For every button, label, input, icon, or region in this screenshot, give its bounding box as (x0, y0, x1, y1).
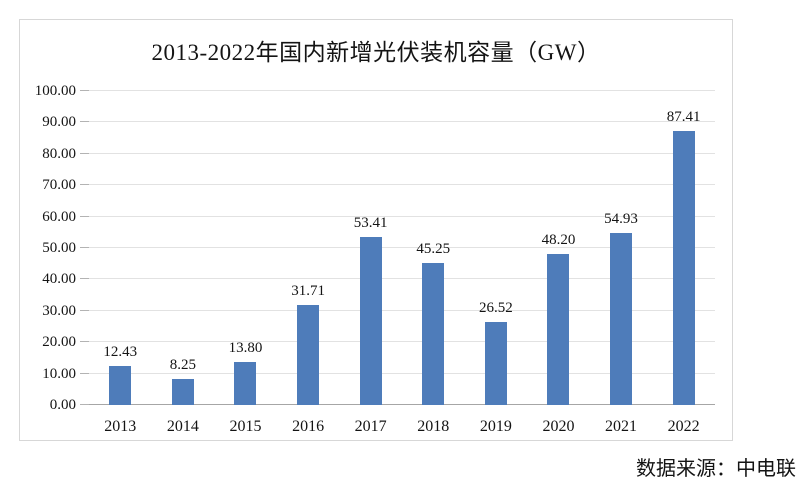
y-tick-label: 100.00 (34, 83, 76, 99)
bar-value-label: 48.20 (541, 231, 576, 248)
y-tick-label: 60.00 (42, 208, 76, 225)
bar-column: 45.25 (402, 91, 465, 405)
bar (547, 253, 570, 405)
chart-title: 2013-2022年国内新增光伏装机容量（GW） (151, 40, 601, 65)
x-tick-label: 2020 (542, 418, 575, 435)
x-axis-line (89, 404, 715, 405)
x-tick-label: 2022 (667, 418, 700, 435)
bar-column: 13.80 (214, 91, 277, 405)
gridline (89, 372, 715, 374)
bar-value-label: 53.41 (353, 215, 388, 232)
y-tick-mark (80, 152, 89, 154)
y-tick-label: 50.00 (42, 240, 76, 256)
bar (672, 130, 695, 405)
x-tick-label: 2014 (166, 418, 199, 435)
bar-column: 87.41 (652, 91, 715, 405)
bar (109, 365, 132, 405)
gridline (89, 247, 715, 248)
y-tick-label: 70.00 (42, 177, 76, 194)
bar-column: 31.71 (277, 91, 340, 405)
gridline (89, 215, 715, 217)
y-tick-label: 90.00 (42, 114, 76, 131)
y-tick-mark (80, 121, 89, 123)
bar-value-label: 45.25 (416, 240, 451, 257)
x-tick-label: 2019 (479, 418, 512, 435)
bar (484, 321, 507, 405)
bars-container: 12.43 8.25 13.80 31.71 53.41 45.25 26.52 48.20 5… (89, 91, 715, 405)
bar-column: 53.41 (339, 91, 402, 405)
bar-value-label: 12.43 (103, 343, 138, 360)
gridline (89, 309, 715, 311)
y-tick-label: 0.00 (49, 397, 76, 413)
bar (359, 237, 382, 405)
gridline (89, 152, 715, 154)
x-tick-label: 2018 (417, 418, 450, 435)
bar-column: 8.25 (152, 91, 215, 405)
bar-value-label: 8.25 (169, 357, 197, 374)
bar (297, 305, 320, 405)
gridline (89, 341, 715, 343)
x-tick-label: 2016 (292, 418, 325, 435)
bar-value-label: 87.41 (666, 108, 701, 125)
bar-value-label: 13.80 (228, 339, 263, 356)
bar-value-label: 54.93 (604, 210, 638, 227)
y-tick-mark (80, 184, 89, 186)
x-tick-label: 2013 (104, 418, 137, 435)
y-tick-mark (80, 90, 89, 91)
y-tick-label: 80.00 (42, 145, 76, 162)
y-tick-mark (80, 247, 89, 248)
bar-column: 26.52 (465, 91, 528, 405)
bar-column: 48.20 (527, 91, 590, 405)
bar (422, 262, 445, 405)
y-tick-label: 30.00 (42, 302, 76, 319)
y-tick-label: 10.00 (42, 365, 76, 382)
y-tick-mark (80, 372, 89, 374)
y-axis: 0.00 10.00 20.00 30.00 40.00 50.00 60.00 70.00 8… (20, 83, 89, 413)
bar (610, 232, 633, 405)
plot-area: 12.43 8.25 13.80 31.71 53.41 45.25 26.52 48.20 5… (80, 90, 715, 405)
bar-value-label: 26.52 (478, 299, 513, 316)
gridline (89, 90, 715, 91)
gridline (89, 121, 715, 123)
x-tick-label: 2017 (354, 418, 387, 435)
y-tick-mark (80, 341, 89, 343)
source-note: 数据来源：中电联 (636, 458, 796, 480)
y-tick-mark (80, 309, 89, 311)
gridline (89, 184, 715, 186)
x-axis: 2013 2014 2015 2016 2017 2018 2019 2020 2021 2022 (89, 406, 715, 436)
x-tick-label: 2015 (229, 418, 262, 435)
bar-column: 54.93 (590, 91, 653, 405)
chart-frame: 2013-2022年国内新增光伏装机容量（GW） 0.00 10.00 20.00 3… (19, 19, 733, 441)
bar-value-label: 31.71 (291, 283, 325, 300)
gridline (89, 278, 715, 280)
bar (234, 361, 257, 405)
y-tick-label: 40.00 (42, 271, 76, 288)
bar (171, 379, 194, 405)
y-tick-mark (80, 215, 89, 217)
bar-column: 12.43 (89, 91, 152, 405)
y-tick-label: 20.00 (42, 334, 76, 351)
x-tick-label: 2021 (605, 418, 638, 435)
y-tick-mark (80, 404, 89, 405)
y-tick-mark (80, 278, 89, 280)
